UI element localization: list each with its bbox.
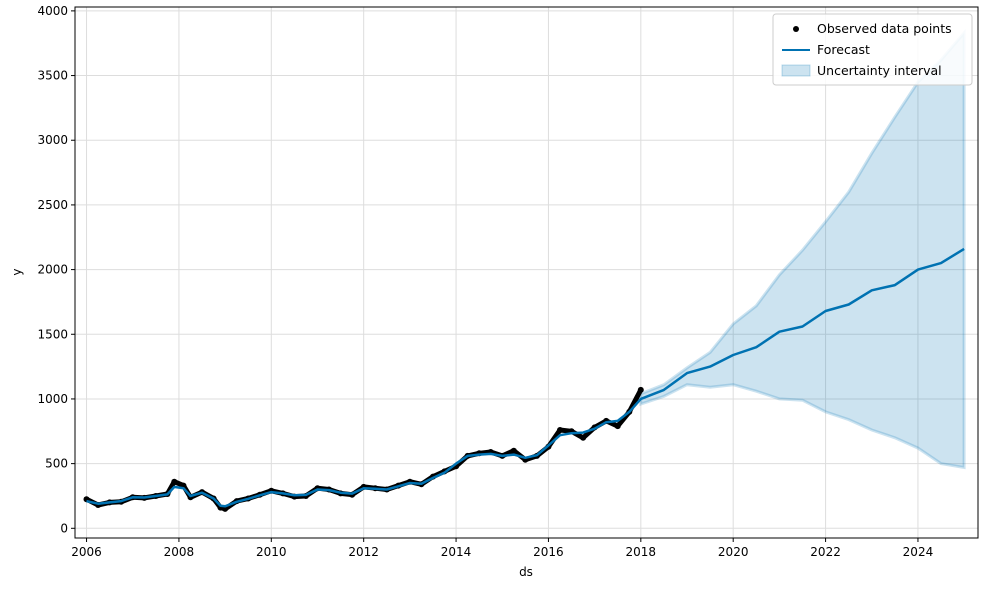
- y-tick-label: 0: [60, 521, 68, 535]
- x-tick-label: 2022: [810, 545, 841, 559]
- uncertainty-band: [639, 28, 966, 470]
- y-tick-label: 3500: [37, 69, 68, 83]
- x-axis-label: ds: [519, 565, 533, 579]
- x-axis-ticks: 2006 2008 2010 2012 2014 2016 2018 2020 2022 2024: [71, 538, 933, 559]
- legend-forecast-label: Forecast: [817, 42, 870, 57]
- forecast-line: [86, 247, 965, 508]
- x-tick-label: 2010: [256, 545, 287, 559]
- legend-uncertainty-label: Uncertainty interval: [817, 63, 942, 78]
- x-tick-label: 2024: [903, 545, 934, 559]
- y-tick-label: 500: [45, 457, 68, 471]
- legend-box: [772, 13, 973, 86]
- x-tick-label: 2008: [164, 545, 195, 559]
- legend-observed-label: Observed data points: [817, 21, 952, 36]
- x-tick-label: 2018: [626, 545, 657, 559]
- forecast-path: [86, 247, 965, 508]
- x-tick-label: 2016: [533, 545, 564, 559]
- y-axis-ticks: 0 500 1000 1500 2000 2500 3000 3500 4000: [37, 4, 75, 535]
- x-tick-label: 2020: [718, 545, 749, 559]
- uncertainty-area: [639, 28, 966, 470]
- y-tick-label: 3000: [37, 133, 68, 147]
- x-tick-label: 2012: [348, 545, 379, 559]
- y-tick-label: 1000: [37, 392, 68, 406]
- y-tick-label: 2000: [37, 263, 68, 277]
- x-tick-label: 2014: [441, 545, 472, 559]
- legend: Observed data points Forecast Uncertaint…: [772, 13, 973, 86]
- grid: [75, 7, 978, 538]
- legend-uncertainty-patch: [781, 64, 811, 77]
- y-tick-label: 2500: [37, 198, 68, 212]
- plot-frame: [74, 6, 979, 539]
- y-tick-label: 4000: [37, 4, 68, 18]
- y-tick-label: 1500: [37, 327, 68, 341]
- legend-observed-marker: [793, 26, 799, 32]
- y-axis-label: y: [10, 268, 24, 275]
- x-tick-label: 2006: [71, 545, 102, 559]
